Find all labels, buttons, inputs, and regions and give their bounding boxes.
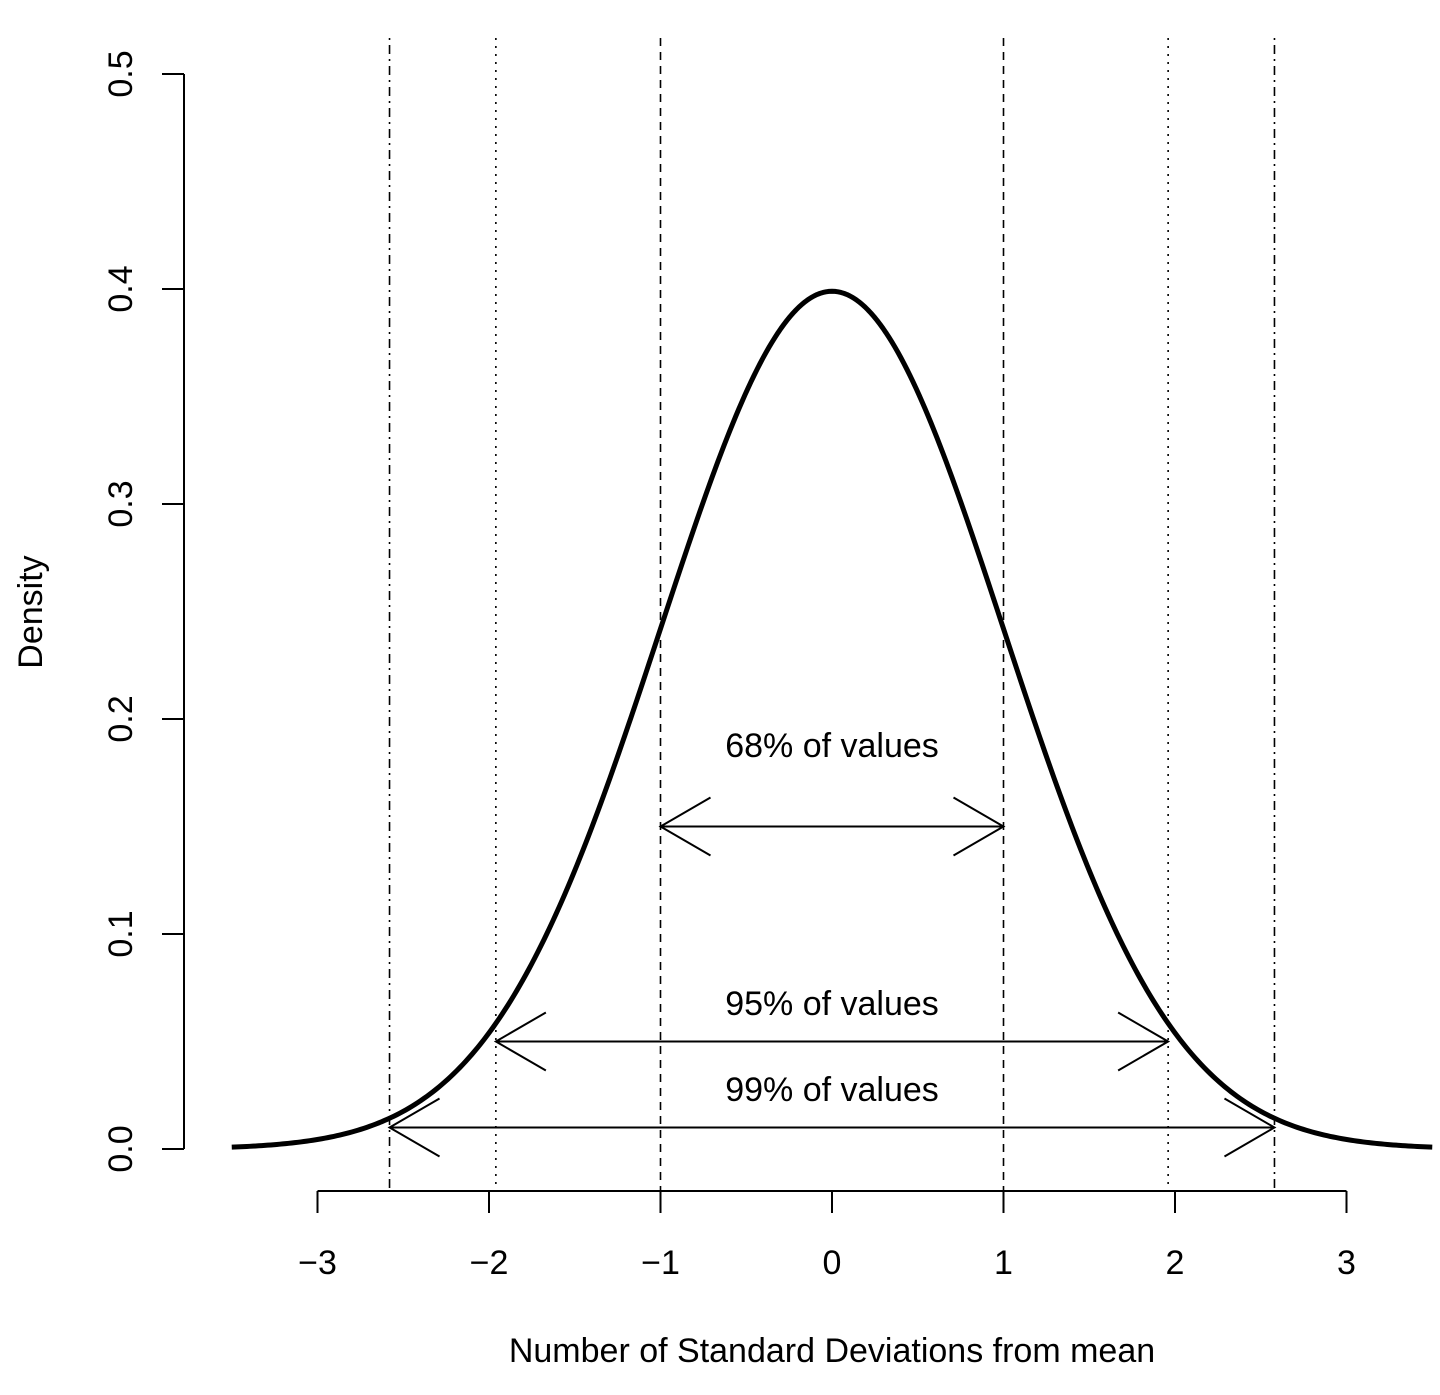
x-tick-label-2: −1	[641, 1244, 680, 1282]
y-tick-label-5: 0.5	[102, 50, 140, 97]
y-axis-title: Density	[12, 555, 50, 668]
x-tick-label-1: −2	[470, 1244, 509, 1282]
density-curve-0	[231, 288, 1433, 1150]
x-tick-label-0: −3	[298, 1244, 337, 1282]
annotation-label-2: 99% of values	[725, 1071, 939, 1109]
arrow-head-right-2	[1223, 1097, 1277, 1158]
annotation-label-0: 68% of values	[725, 727, 939, 765]
reference-lines	[388, 38, 1276, 1190]
arrow-head-right-0	[952, 796, 1006, 857]
x-tick-label-6: 3	[1337, 1244, 1356, 1282]
x-tick-label-3: 0	[823, 1244, 842, 1282]
arrow-head-left-2	[387, 1097, 441, 1158]
annotation-label-1: 95% of values	[725, 985, 939, 1023]
y-tick-label-2: 0.2	[102, 695, 140, 742]
curve-layer	[231, 288, 1433, 1150]
y-axis: 0.0 0.1 0.2 0.3 0.4 0.5	[102, 50, 185, 1173]
x-axis-title: Number of Standard Deviations from mean	[509, 1332, 1155, 1370]
y-tick-label-1: 0.1	[102, 910, 140, 957]
y-tick-label-0: 0.0	[102, 1125, 140, 1172]
arrow-head-left-0	[658, 796, 712, 857]
arrow-head-left-1	[493, 1011, 547, 1072]
annotation-layer: 68% of values 95% of values 99% of values	[387, 727, 1277, 1158]
x-axis: −3 −2 −1 0 1 2 3	[298, 1190, 1356, 1282]
y-tick-label-3: 0.3	[102, 480, 140, 527]
x-tick-label-5: 2	[1166, 1244, 1185, 1282]
y-tick-label-4: 0.4	[102, 265, 140, 312]
x-tick-label-4: 1	[994, 1244, 1013, 1282]
arrow-head-right-1	[1117, 1011, 1171, 1072]
